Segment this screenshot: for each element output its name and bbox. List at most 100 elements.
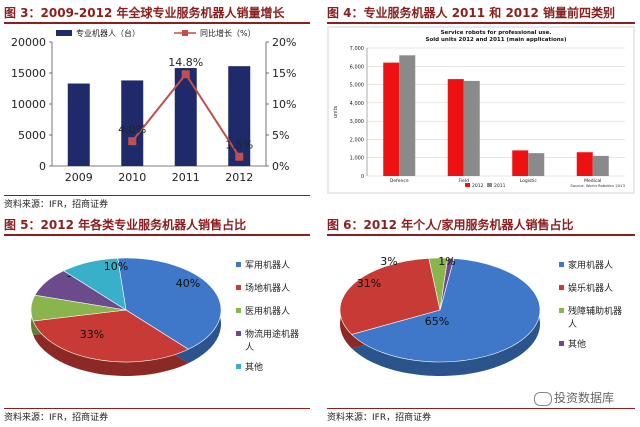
- fig5-source-rule: [4, 408, 310, 409]
- fig6-slice-label: 65%: [425, 315, 449, 328]
- fig5-legend-label: 人: [245, 342, 254, 353]
- watermark: 投资数据库: [534, 389, 614, 406]
- fig6-title-rule: [327, 234, 635, 236]
- fig6-slice: [351, 258, 541, 363]
- fig4-xtick-label: Logistic: [520, 178, 538, 184]
- fig5-title: 图 5：2012 年各类专业服务机器人销售占比: [4, 218, 247, 232]
- fig4-inner-title: Service robots for professional use.: [441, 30, 552, 36]
- fig6-legend-swatch: [559, 341, 564, 346]
- fig4-xtick-label: Defence: [390, 178, 409, 184]
- fig5-slice: [32, 309, 189, 363]
- fig6-source: 资料来源：IFR，招商证券: [327, 413, 432, 423]
- fig3-legend-line-marker: [182, 30, 188, 36]
- fig4-bar-2011: [399, 55, 416, 176]
- fig3-bar: [174, 68, 197, 166]
- fig3-legend-line-label: 同比增长（%）: [200, 28, 256, 38]
- fig3-title-rule: [4, 22, 310, 24]
- fig4-ytick-label: 6,000: [350, 64, 364, 70]
- fig3-data-label: 4.0%: [118, 123, 146, 136]
- wechat-icon: [534, 391, 552, 406]
- fig6-source-rule: [327, 408, 635, 409]
- fig4-chart: Service robots for professional use.Sold…: [327, 26, 635, 194]
- fig6-slice-label: 1%: [438, 255, 455, 268]
- fig4-xtick-label: Medical: [584, 178, 601, 184]
- fig4-ytick-label: 3,000: [350, 119, 364, 125]
- fig3-growth-point: [128, 137, 137, 146]
- fig4-source-note: Source: World Robotics 2013: [570, 183, 625, 188]
- fig5-slice-label: 40%: [176, 277, 200, 290]
- fig3-ytick-right-label: 20%: [272, 36, 296, 49]
- fig3-ytick-right-label: 0%: [272, 160, 289, 173]
- fig6-slice: [439, 257, 455, 311]
- fig5-title-rule: [4, 234, 310, 236]
- fig5-slice-label: 10%: [104, 260, 128, 273]
- fig6-legend-label: 其他: [568, 338, 586, 350]
- fig4-bar-2012: [447, 79, 464, 176]
- fig4-ytick-label: 5,000: [350, 83, 364, 89]
- fig3-title: 图 3：2009-2012 年全球专业服务机器人销量增长: [4, 6, 285, 20]
- fig6-legend-swatch: [559, 262, 564, 267]
- fig6-legend-swatch: [559, 308, 564, 313]
- fig5-legend-swatch: [236, 308, 241, 313]
- fig3-growth-point: [235, 152, 244, 161]
- fig4-ylabel: units: [333, 105, 339, 118]
- fig4-bar-2012: [512, 150, 529, 176]
- fig3-growth-point: [181, 70, 190, 79]
- fig6-slice: [339, 258, 441, 335]
- fig5-legend-label: 军用机器人: [245, 259, 290, 271]
- fig4-inner-subtitle: Sold units 2012 and 2011 (main applicati…: [426, 37, 567, 43]
- fig4-bar-2011: [528, 153, 545, 176]
- fig4-bar-2012: [576, 152, 593, 176]
- fig5-source: 资料来源：IFR，招商证券: [4, 413, 109, 423]
- fig5-legend-swatch: [236, 331, 241, 336]
- fig6-title: 图 6：2012 年个人/家用服务机器人销售占比: [327, 218, 574, 232]
- fig3-ytick-left-label: 15000: [11, 67, 46, 80]
- fig3-legend-bar-label: 专业机器人（台）: [76, 28, 140, 38]
- fig3-ytick-right-label: 15%: [272, 67, 296, 80]
- fig3-ytick-left-label: 20000: [11, 36, 46, 49]
- fig3-bar: [121, 80, 144, 166]
- fig5-slice: [63, 257, 127, 311]
- fig3-xtick-label: 2009: [65, 171, 93, 184]
- fig4-title: 图 4：专业服务机器人 2011 和 2012 销量前四类别: [327, 6, 616, 20]
- fig3-source-rule: [4, 195, 310, 196]
- fig3-chart: 专业机器人（台） 同比增长（%） 0 5000 10000 15000 20000 0% 5%…: [11, 28, 296, 184]
- fig6-legend-swatch: [559, 285, 564, 290]
- fig6-slice-label: 31%: [357, 277, 381, 290]
- fig5-legend-label: 医用机器人: [245, 305, 290, 317]
- fig6-legend-label: 娱乐机器人: [568, 282, 613, 294]
- fig3-ytick-left-label: 0: [39, 160, 46, 173]
- fig3-data-label: 1.5%: [225, 139, 253, 152]
- fig6-slice-label: 3%: [380, 255, 397, 268]
- fig4-ytick-label: 0: [361, 174, 364, 180]
- fig5-legend-label: 其他: [245, 361, 263, 373]
- fig4-legend-swatch: [465, 183, 470, 187]
- fig3-ytick-right-label: 10%: [272, 98, 296, 111]
- fig5-legend-label: 物流用途机器: [245, 328, 299, 340]
- fig4-legend-label: 2012: [472, 183, 484, 189]
- fig5-slice-label: 33%: [80, 328, 104, 341]
- fig4-xtick-label: Field: [459, 178, 470, 184]
- fig4-title-rule: [327, 22, 635, 24]
- fig4-ytick-label: 1,000: [350, 156, 364, 162]
- fig3-legend-bar-swatch: [56, 30, 72, 36]
- fig3-ytick-left-label: 5000: [18, 129, 46, 142]
- fig5-legend-label: 场地机器人: [245, 282, 290, 294]
- fig3-xtick-label: 2011: [172, 171, 200, 184]
- fig4-ytick-label: 2,000: [350, 137, 364, 143]
- fig4-legend-swatch: [487, 183, 492, 187]
- fig3-ytick-right-label: 5%: [272, 129, 289, 142]
- fig4-bar-2012: [383, 62, 400, 176]
- fig5-slice: [117, 257, 222, 350]
- fig5-legend-swatch: [236, 262, 241, 267]
- fig3-xtick-label: 2012: [225, 171, 253, 184]
- fig5-legend-swatch: [236, 364, 241, 369]
- fig3-bar: [67, 83, 90, 166]
- fig3-ytick-left-label: 10000: [11, 98, 46, 111]
- fig5-legend-swatch: [236, 285, 241, 290]
- fig3-data-label: 14.8%: [168, 56, 203, 69]
- fig6-legend-label: 人: [568, 319, 577, 330]
- fig3-bar: [228, 66, 251, 166]
- fig3-xtick-label: 2010: [118, 171, 146, 184]
